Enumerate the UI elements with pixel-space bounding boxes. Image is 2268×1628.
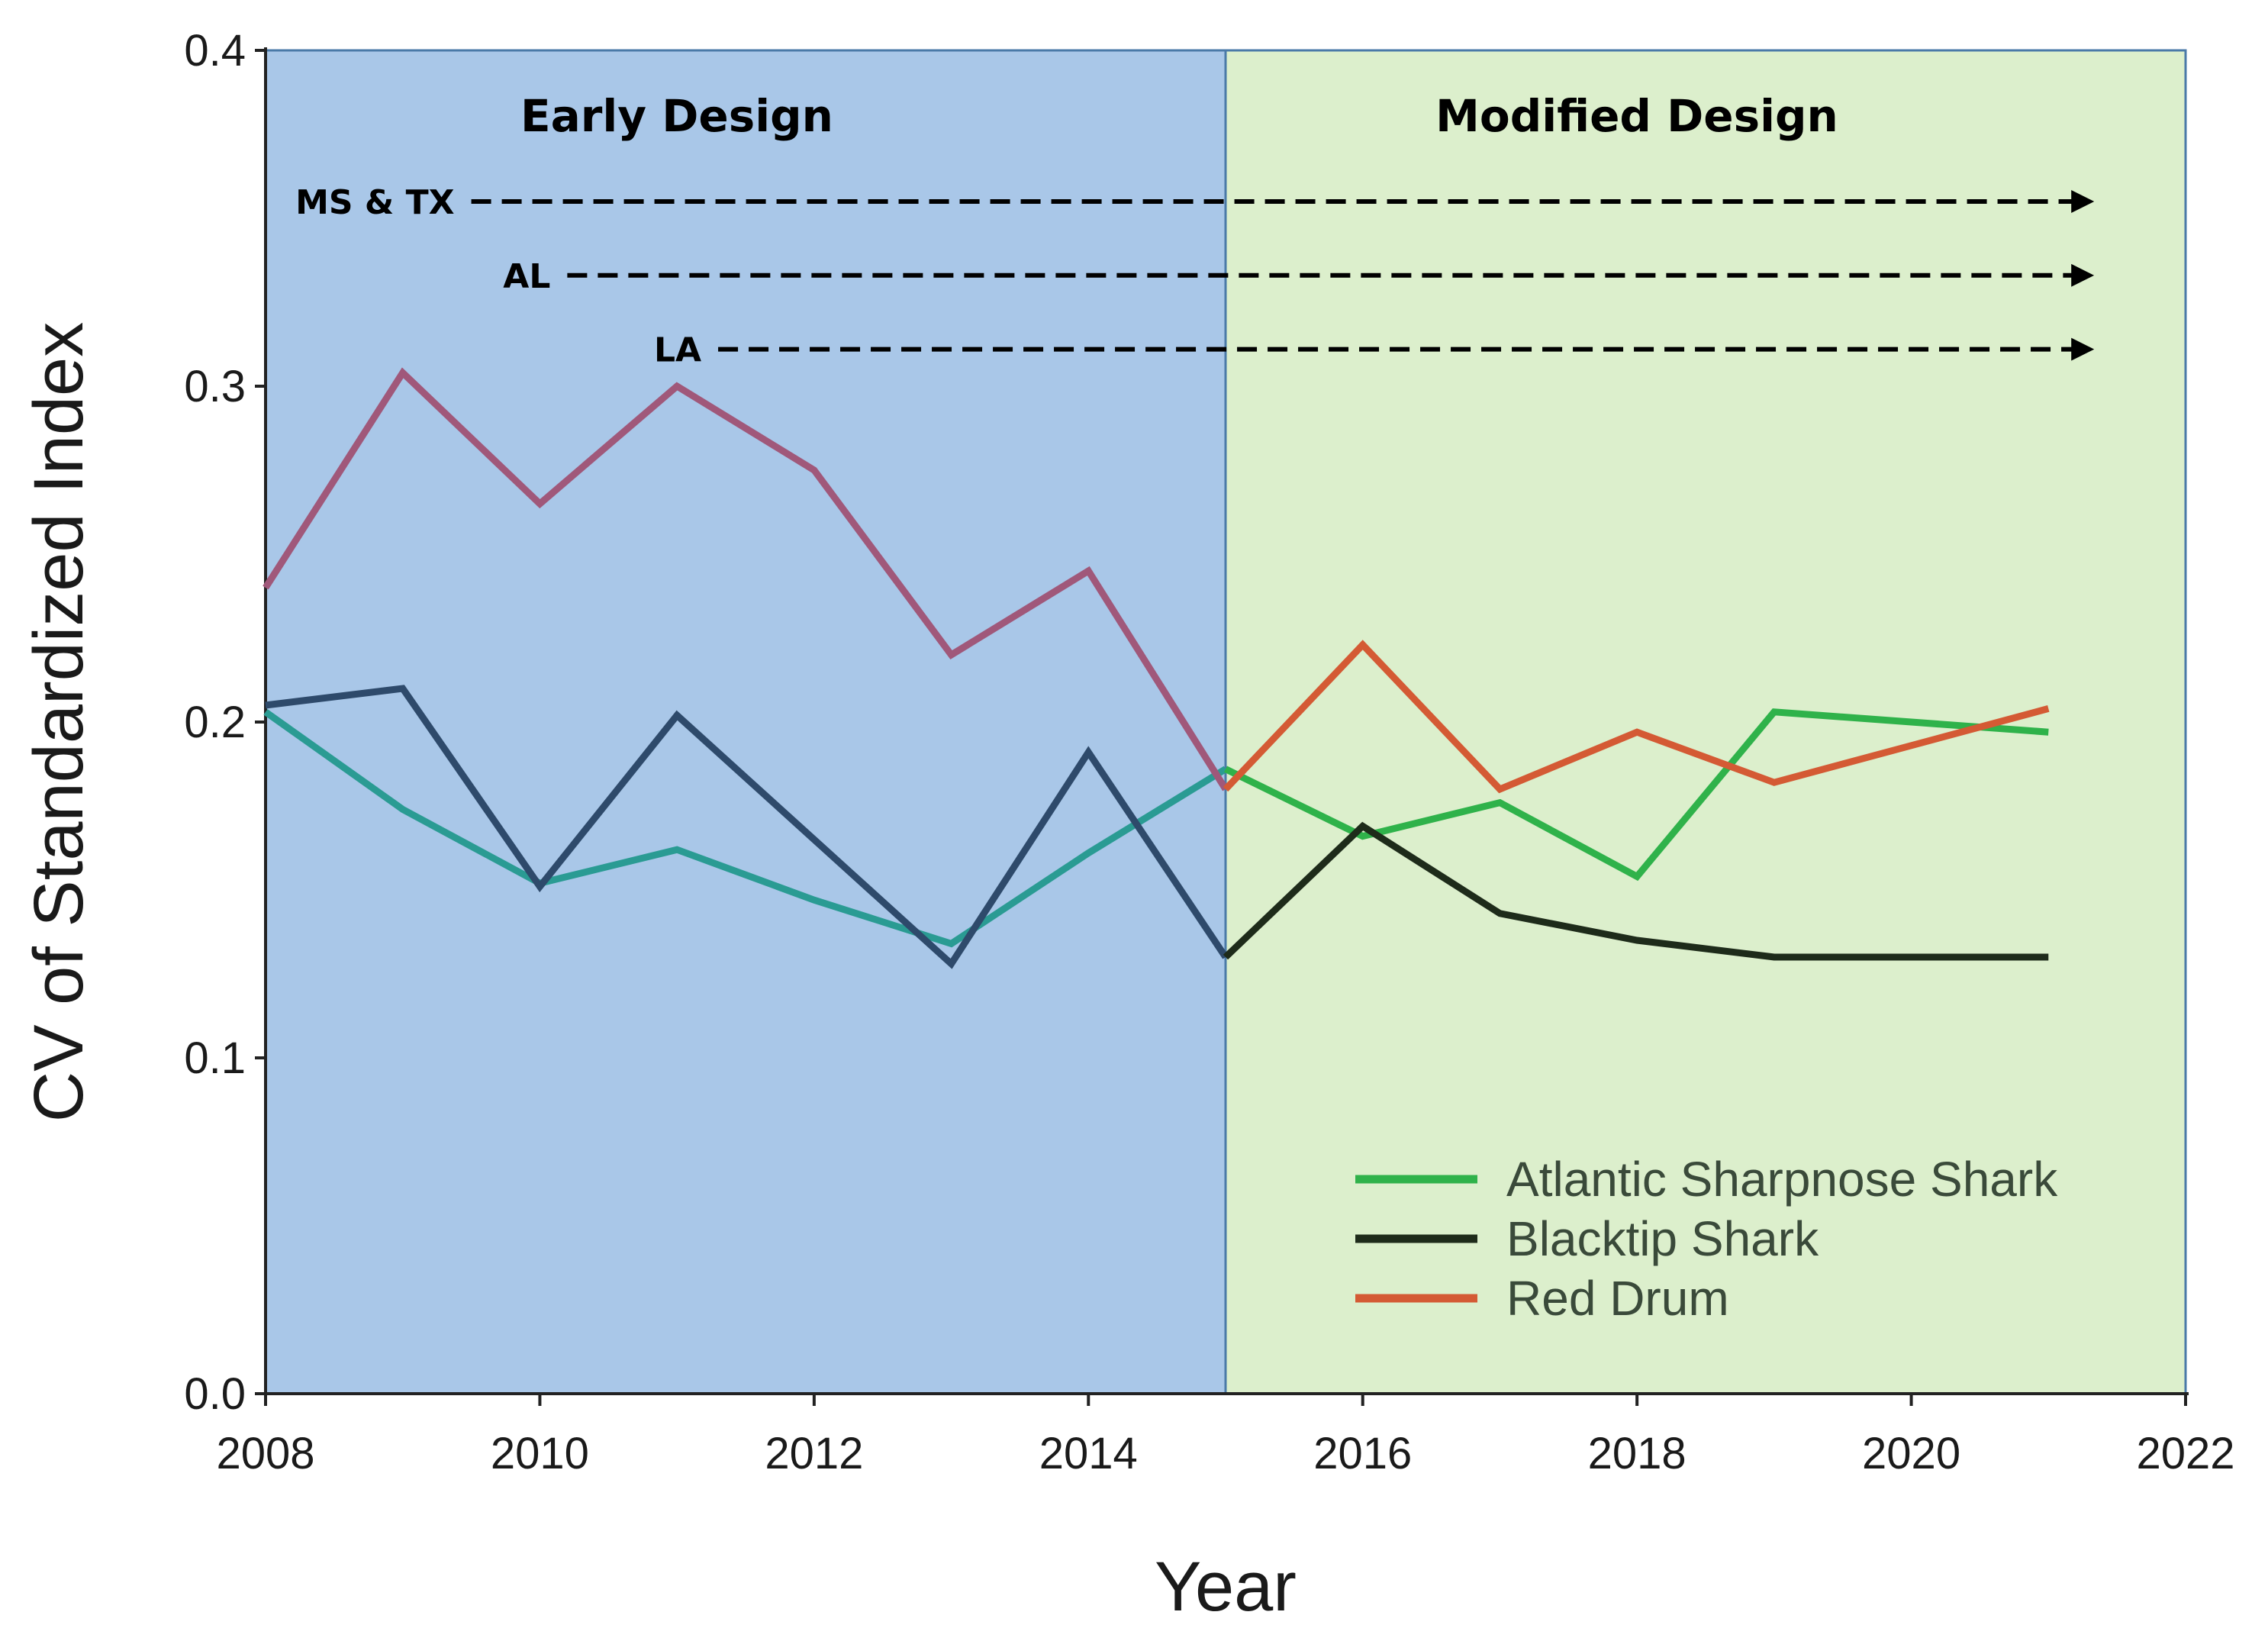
series-blacktip-shark-modified xyxy=(1223,821,2049,961)
x-tick-label: 2016 xyxy=(1313,1429,1412,1478)
x-tick-label: 2022 xyxy=(2136,1429,2234,1478)
state-label-ms-tx: MS & TX xyxy=(295,183,454,222)
series-red-drum-modified xyxy=(1223,640,2050,794)
x-tick-label: 2020 xyxy=(1862,1429,1960,1478)
y-tick-label: 0.0 xyxy=(184,1369,246,1419)
series-atlantic-sharpnose-shark-early xyxy=(263,709,1228,948)
x-tick-label: 2014 xyxy=(1039,1429,1138,1478)
y-axis-label: CV of Standardized Index xyxy=(20,322,98,1122)
x-axis-label: Year xyxy=(1155,1548,1297,1626)
y-tick-label: 0.3 xyxy=(184,362,246,411)
series-blacktip-shark-early xyxy=(265,685,1229,969)
x-tick-label: 2008 xyxy=(216,1429,314,1478)
y-tick-label: 0.4 xyxy=(184,26,246,76)
state-arrows: MS & TX AL LA xyxy=(295,183,2095,370)
chart-labels: Year CV of Standardized Index xyxy=(20,322,1297,1626)
series-atlantic-sharpnose-shark-modified xyxy=(1224,708,2049,882)
legend-label-blacktip-shark: Blacktip Shark xyxy=(1506,1211,1819,1266)
legend-label-red-drum: Red Drum xyxy=(1506,1271,1729,1326)
y-tick-label: 0.1 xyxy=(184,1033,246,1083)
y-tick-label: 0.2 xyxy=(184,698,246,747)
region-label-modified-design: Modified Design xyxy=(1435,90,1838,142)
region-label-early-design: Early Design xyxy=(520,90,833,142)
state-label-al: AL xyxy=(503,257,550,296)
legend-label-atlantic-sharpnose-shark: Atlantic Sharpnose Shark xyxy=(1506,1152,2058,1207)
series-layer xyxy=(263,367,2050,969)
x-tick-label: 2018 xyxy=(1588,1429,1687,1478)
state-label-la: LA xyxy=(654,331,701,370)
x-tick-label: 2012 xyxy=(765,1429,863,1478)
axes: 0.0 0.1 0.2 0.3 0.4 2008 2010 2012 2014 2016 2018 2… xyxy=(184,26,2234,1478)
region-early-design xyxy=(266,50,1226,1394)
series-red-drum-early xyxy=(263,367,1229,791)
x-tick-label: 2010 xyxy=(491,1429,589,1478)
